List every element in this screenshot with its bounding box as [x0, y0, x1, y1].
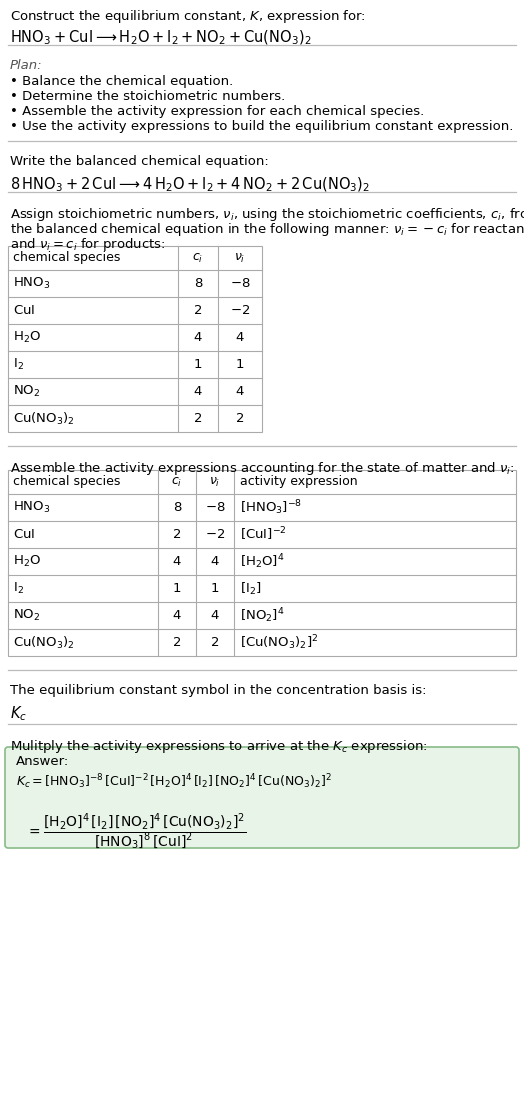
Text: 2: 2	[211, 636, 219, 648]
Text: 4: 4	[236, 331, 244, 344]
Text: The equilibrium constant symbol in the concentration basis is:: The equilibrium constant symbol in the c…	[10, 684, 427, 697]
Text: $c_i$: $c_i$	[192, 251, 204, 264]
Text: $-2$: $-2$	[205, 528, 225, 541]
Text: $[\mathrm{NO_2}]^{4}$: $[\mathrm{NO_2}]^{4}$	[240, 607, 285, 625]
FancyBboxPatch shape	[5, 746, 519, 848]
Text: 1: 1	[194, 358, 202, 371]
Text: 2: 2	[173, 636, 181, 648]
Text: $\mathrm{H_2O}$: $\mathrm{H_2O}$	[13, 554, 41, 569]
Text: 4: 4	[211, 555, 219, 568]
Text: 2: 2	[194, 304, 202, 317]
Text: $-8$: $-8$	[205, 501, 225, 514]
Text: • Use the activity expressions to build the equilibrium constant expression.: • Use the activity expressions to build …	[10, 120, 514, 133]
Text: $[\mathrm{HNO_3}]^{-8}$: $[\mathrm{HNO_3}]^{-8}$	[240, 498, 302, 516]
Text: $\mathrm{I_2}$: $\mathrm{I_2}$	[13, 357, 24, 372]
Text: Assemble the activity expressions accounting for the state of matter and $\nu_i$: Assemble the activity expressions accoun…	[10, 460, 515, 477]
Text: $\mathrm{8\,HNO_3 + 2\,CuI \longrightarrow 4\,H_2O + I_2 + 4\,NO_2 + 2\,Cu(NO_3): $\mathrm{8\,HNO_3 + 2\,CuI \longrightarr…	[10, 176, 370, 195]
Text: $\mathrm{Cu(NO_3)_2}$: $\mathrm{Cu(NO_3)_2}$	[13, 634, 75, 651]
Bar	[8, 246, 262, 432]
Text: 2: 2	[236, 412, 244, 425]
Text: $-8$: $-8$	[230, 277, 250, 290]
Text: $\mathrm{H_2O}$: $\mathrm{H_2O}$	[13, 330, 41, 345]
Text: • Balance the chemical equation.: • Balance the chemical equation.	[10, 75, 233, 88]
Text: 4: 4	[211, 609, 219, 622]
Text: $= \dfrac{[\mathrm{H_2O}]^{4}\,[\mathrm{I_2}]\,[\mathrm{NO_2}]^{4}\,[\mathrm{Cu(: $= \dfrac{[\mathrm{H_2O}]^{4}\,[\mathrm{…	[26, 813, 246, 852]
Text: activity expression: activity expression	[240, 476, 357, 489]
Text: $\mathrm{HNO_3 + CuI \longrightarrow H_2O + I_2 + NO_2 + Cu(NO_3)_2}$: $\mathrm{HNO_3 + CuI \longrightarrow H_2…	[10, 29, 311, 47]
Text: $[\mathrm{Cu(NO_3)_2}]^{2}$: $[\mathrm{Cu(NO_3)_2}]^{2}$	[240, 633, 319, 652]
Text: chemical species: chemical species	[13, 251, 121, 264]
Text: Assign stoichiometric numbers, $\nu_i$, using the stoichiometric coefficients, $: Assign stoichiometric numbers, $\nu_i$, …	[10, 206, 524, 224]
Text: $\mathrm{HNO_3}$: $\mathrm{HNO_3}$	[13, 276, 50, 291]
Text: the balanced chemical equation in the following manner: $\nu_i = -c_i$ for react: the balanced chemical equation in the fo…	[10, 221, 524, 238]
Text: $K_c = [\mathrm{HNO_3}]^{-8}\,[\mathrm{CuI}]^{-2}\,[\mathrm{H_2O}]^{4}\,[\mathrm: $K_c = [\mathrm{HNO_3}]^{-8}\,[\mathrm{C…	[16, 772, 332, 791]
Text: 4: 4	[194, 385, 202, 397]
Text: $\mathrm{Cu(NO_3)_2}$: $\mathrm{Cu(NO_3)_2}$	[13, 411, 75, 426]
Text: 8: 8	[173, 501, 181, 514]
Text: 1: 1	[236, 358, 244, 371]
Text: chemical species: chemical species	[13, 476, 121, 489]
Text: $\mathrm{NO_2}$: $\mathrm{NO_2}$	[13, 384, 40, 399]
Text: 4: 4	[194, 331, 202, 344]
Text: Mulitply the activity expressions to arrive at the $K_c$ expression:: Mulitply the activity expressions to arr…	[10, 738, 428, 755]
Text: • Assemble the activity expression for each chemical species.: • Assemble the activity expression for e…	[10, 105, 424, 118]
Text: 2: 2	[173, 528, 181, 541]
Text: $\mathrm{HNO_3}$: $\mathrm{HNO_3}$	[13, 500, 50, 515]
Text: 4: 4	[236, 385, 244, 397]
Text: $[\mathrm{I_2}]$: $[\mathrm{I_2}]$	[240, 580, 261, 597]
Text: $c_i$: $c_i$	[171, 476, 183, 489]
Text: and $\nu_i = c_i$ for products:: and $\nu_i = c_i$ for products:	[10, 236, 166, 253]
Text: $[\mathrm{CuI}]^{-2}$: $[\mathrm{CuI}]^{-2}$	[240, 526, 287, 543]
Bar	[8, 470, 516, 656]
Text: 4: 4	[173, 555, 181, 568]
Text: $[\mathrm{H_2O}]^{4}$: $[\mathrm{H_2O}]^{4}$	[240, 552, 285, 570]
Text: Answer:: Answer:	[16, 755, 69, 768]
Text: $\mathrm{CuI}$: $\mathrm{CuI}$	[13, 304, 35, 317]
Text: 8: 8	[194, 277, 202, 290]
Text: $\mathrm{CuI}$: $\mathrm{CuI}$	[13, 528, 35, 541]
Text: $\mathrm{NO_2}$: $\mathrm{NO_2}$	[13, 608, 40, 623]
Text: 1: 1	[173, 582, 181, 595]
Text: Write the balanced chemical equation:: Write the balanced chemical equation:	[10, 155, 269, 168]
Text: $\nu_i$: $\nu_i$	[209, 476, 221, 489]
Text: 1: 1	[211, 582, 219, 595]
Text: Plan:: Plan:	[10, 59, 42, 72]
Text: 2: 2	[194, 412, 202, 425]
Text: $\nu_i$: $\nu_i$	[234, 251, 246, 264]
Text: $K_c$: $K_c$	[10, 704, 27, 722]
Text: Construct the equilibrium constant, $K$, expression for:: Construct the equilibrium constant, $K$,…	[10, 8, 366, 25]
Text: • Determine the stoichiometric numbers.: • Determine the stoichiometric numbers.	[10, 90, 285, 103]
Text: $-2$: $-2$	[230, 304, 250, 317]
Text: 4: 4	[173, 609, 181, 622]
Text: $\mathrm{I_2}$: $\mathrm{I_2}$	[13, 581, 24, 596]
